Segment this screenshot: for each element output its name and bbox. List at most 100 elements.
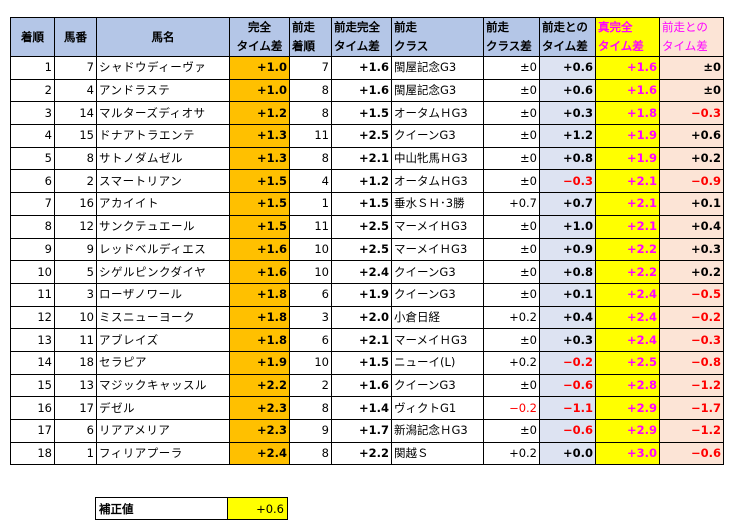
header-prev-finish-2: 着順: [289, 37, 332, 57]
cell-full-time-diff: +2.2: [229, 373, 290, 398]
cell-prev-class: クイーンG3: [391, 282, 484, 307]
cell-vs-prev-time-diff: +0.6: [659, 124, 724, 148]
header-prev-full-time-diff-1: 前走完全: [331, 17, 392, 37]
cell-true-full-time-diff: +2.9: [595, 396, 660, 420]
cell-prev-full-time-diff: +2.5: [331, 237, 392, 262]
table-row: 16 17 デゼル +2.3 8 +1.4 ヴィクトG1 −0.2 −1.1 +2.9 −1.7: [10, 396, 724, 420]
cell-prev-time-diff-vs: +1.2: [539, 124, 596, 148]
cell-prev-class: クイーンG3: [391, 124, 484, 148]
cell-finish: 9: [10, 237, 55, 262]
cell-prev-full-time-diff: +2.5: [331, 124, 392, 148]
cell-horse-name: フィリアプーラ: [96, 441, 230, 466]
cell-horse-name: マジックキャッスル: [96, 373, 230, 398]
cell-prev-full-time-diff: +1.5: [331, 350, 392, 375]
correction-value: +0.6: [227, 497, 288, 520]
cell-prev-finish: 9: [289, 419, 332, 443]
cell-vs-prev-time-diff: −1.2: [659, 419, 724, 443]
cell-prev-finish: 6: [289, 328, 332, 352]
cell-full-time-diff: +2.4: [229, 441, 290, 466]
cell-horse-name: シャドウディーヴァ: [96, 56, 230, 80]
cell-prev-class-diff: ±0: [483, 169, 540, 194]
cell-full-time-diff: +1.5: [229, 169, 290, 194]
cell-prev-full-time-diff: +1.6: [331, 78, 392, 103]
header-true-full-time-diff-2: タイム差: [595, 37, 660, 57]
cell-finish: 5: [10, 146, 55, 171]
cell-vs-prev-time-diff: ±0: [659, 56, 724, 80]
cell-prev-finish: 11: [289, 124, 332, 148]
cell-prev-class-diff: ±0: [483, 146, 540, 171]
cell-prev-class-diff: +0.7: [483, 192, 540, 216]
cell-prev-time-diff-vs: −0.3: [539, 169, 596, 194]
cell-finish: 11: [10, 282, 55, 307]
cell-horse-name: サトノダムゼル: [96, 146, 230, 171]
header-true-full-time-diff-1: 真完全: [595, 17, 660, 37]
table-row: 4 15 ドナアトラエンテ +1.3 11 +2.5 クイーンG3 ±0 +1.2 +1.9 +0.…: [10, 124, 724, 148]
cell-horse-number: 16: [54, 192, 97, 216]
cell-prev-finish: 6: [289, 282, 332, 307]
cell-prev-class: マーメイＨG3: [391, 214, 484, 239]
cell-prev-finish: 11: [289, 214, 332, 239]
table-row: 13 11 アブレイズ +1.8 6 +2.1 マーメイＨG3 ±0 +0.3 +2.4 −0.3: [10, 328, 724, 352]
cell-prev-class: 閩屋記念G3: [391, 78, 484, 103]
header-prev-class-2: クラス: [391, 37, 484, 57]
cell-prev-class-diff: ±0: [483, 373, 540, 398]
cell-vs-prev-time-diff: +0.3: [659, 237, 724, 262]
cell-horse-number: 18: [54, 350, 97, 375]
cell-horse-name: アカイイト: [96, 192, 230, 216]
cell-prev-time-diff-vs: +0.9: [539, 237, 596, 262]
cell-vs-prev-time-diff: +0.1: [659, 192, 724, 216]
cell-prev-time-diff-vs: +0.8: [539, 146, 596, 171]
cell-finish: 10: [10, 260, 55, 284]
header-vs-prev-time-diff-1: 前走との: [659, 17, 724, 37]
cell-horse-number: 7: [54, 56, 97, 80]
cell-prev-full-time-diff: +1.9: [331, 282, 392, 307]
cell-horse-number: 13: [54, 373, 97, 398]
cell-prev-time-diff-vs: −0.6: [539, 419, 596, 443]
cell-prev-time-diff-vs: +0.6: [539, 78, 596, 103]
cell-horse-number: 1: [54, 441, 97, 466]
cell-prev-class-diff: ±0: [483, 328, 540, 352]
cell-vs-prev-time-diff: +0.4: [659, 214, 724, 239]
cell-prev-finish: 8: [289, 78, 332, 103]
cell-horse-name: ローザノワール: [96, 282, 230, 307]
cell-vs-prev-time-diff: −1.2: [659, 373, 724, 398]
cell-prev-class: マーメイＨG3: [391, 328, 484, 352]
cell-prev-class: オータムＨG3: [391, 101, 484, 126]
cell-finish: 13: [10, 328, 55, 352]
cell-true-full-time-diff: +3.0: [595, 441, 660, 466]
cell-prev-full-time-diff: +2.5: [331, 214, 392, 239]
cell-horse-number: 3: [54, 282, 97, 307]
cell-prev-time-diff-vs: +0.3: [539, 101, 596, 126]
cell-horse-number: 14: [54, 101, 97, 126]
header-horse-number: 馬番: [54, 17, 97, 57]
cell-prev-class-diff: ±0: [483, 419, 540, 443]
cell-vs-prev-time-diff: −1.7: [659, 396, 724, 420]
cell-finish: 17: [10, 419, 55, 443]
table-row: 18 1 フィリアプーラ +2.4 8 +2.2 関越Ｓ +0.2 +0.0 +3.0 −0.6: [10, 441, 724, 466]
correction-label: 補正値: [95, 497, 228, 520]
cell-true-full-time-diff: +2.5: [595, 350, 660, 375]
cell-full-time-diff: +1.0: [229, 78, 290, 103]
cell-horse-number: 8: [54, 146, 97, 171]
cell-prev-class: 関越Ｓ: [391, 441, 484, 466]
cell-finish: 6: [10, 169, 55, 194]
cell-prev-class-diff: ±0: [483, 282, 540, 307]
header-prev-time-diff-vs-1: 前走との: [539, 17, 596, 37]
cell-true-full-time-diff: +1.8: [595, 101, 660, 126]
cell-prev-time-diff-vs: +0.0: [539, 441, 596, 466]
cell-finish: 3: [10, 101, 55, 126]
cell-finish: 16: [10, 396, 55, 420]
cell-vs-prev-time-diff: −0.5: [659, 282, 724, 307]
cell-prev-class-diff: ±0: [483, 237, 540, 262]
cell-finish: 15: [10, 373, 55, 398]
cell-true-full-time-diff: +2.4: [595, 328, 660, 352]
cell-prev-full-time-diff: +1.2: [331, 169, 392, 194]
correction-table: 補正値 +0.6: [95, 497, 288, 520]
cell-vs-prev-time-diff: +0.2: [659, 146, 724, 171]
cell-prev-finish: 8: [289, 441, 332, 466]
cell-horse-name: マルターズディオサ: [96, 101, 230, 126]
cell-finish: 1: [10, 56, 55, 80]
cell-prev-time-diff-vs: −1.1: [539, 396, 596, 420]
cell-prev-class: 中山牝馬ＨG3: [391, 146, 484, 171]
table-row: 5 8 サトノダムゼル +1.3 8 +2.1 中山牝馬ＨG3 ±0 +0.8 +1.9 +0.2: [10, 146, 724, 171]
